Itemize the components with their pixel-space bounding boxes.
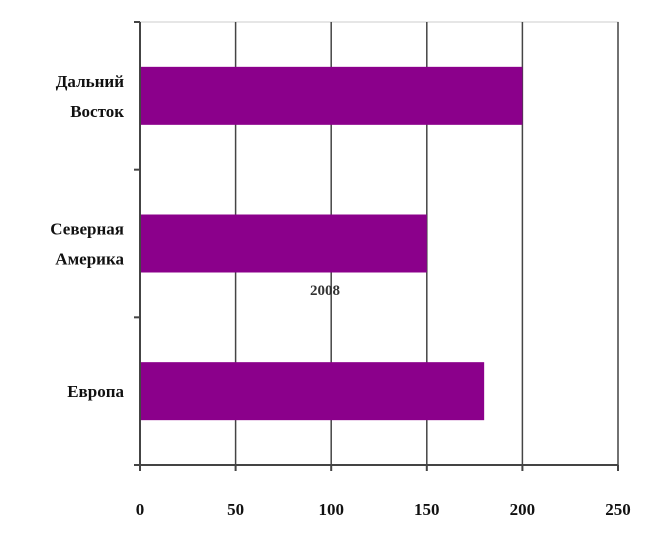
- axes: [134, 21, 619, 471]
- x-tick-label: 250: [605, 500, 631, 519]
- x-tick-label: 0: [136, 500, 145, 519]
- x-tick-label: 200: [510, 500, 536, 519]
- category-label: Америка: [55, 250, 124, 269]
- category-labels: Дальний Восток Северная Америка Европа: [50, 72, 124, 401]
- x-tick-labels: 0 50 100 150 200 250: [136, 500, 631, 519]
- bar-1: [140, 214, 427, 273]
- x-tick-label: 100: [318, 500, 344, 519]
- category-label: Восток: [70, 102, 124, 121]
- bar-2: [140, 362, 485, 421]
- overlay-text: 2008: [310, 283, 340, 299]
- category-label: Европа: [67, 382, 124, 401]
- x-tick-label: 150: [414, 500, 440, 519]
- category-label: Северная: [50, 220, 124, 239]
- bar-0: [140, 66, 523, 125]
- bars: [140, 66, 523, 421]
- category-label: Дальний: [56, 72, 124, 91]
- x-tick-label: 50: [227, 500, 244, 519]
